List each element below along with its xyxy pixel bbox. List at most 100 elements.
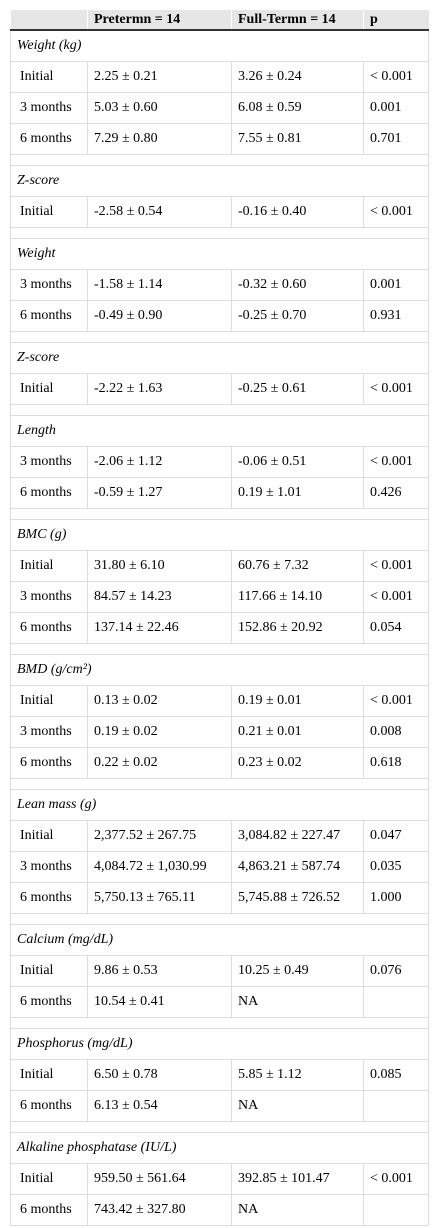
cell: -0.25 ± 0.70 — [231, 300, 364, 332]
section-title: Z-score — [10, 165, 429, 197]
cell: 5,745.88 ± 726.52 — [231, 882, 364, 914]
header-cell: p — [363, 10, 429, 31]
cell: < 0.001 — [363, 685, 429, 717]
section-row: Phosphorus (mg/dL) — [10, 1028, 429, 1060]
data-row: 6 months -0.49 ± 0.90 -0.25 ± 0.70 0.931 — [10, 300, 429, 332]
cell: 3 months — [10, 446, 88, 478]
data-row: 6 months 10.54 ± 0.41 NA — [10, 986, 429, 1018]
cell: Initial — [10, 820, 88, 852]
cell: 6 months — [10, 300, 88, 332]
cell: 0.001 — [363, 269, 429, 301]
data-row: 6 months 7.29 ± 0.80 7.55 ± 0.81 0.701 — [10, 123, 429, 155]
cell: < 0.001 — [363, 61, 429, 93]
cell: -0.16 ± 0.40 — [231, 196, 364, 228]
spacer-cell — [10, 404, 429, 416]
cell: 4,863.21 ± 587.74 — [231, 851, 364, 883]
cell: 117.66 ± 14.10 — [231, 581, 364, 613]
data-row: Initial 959.50 ± 561.64 392.85 ± 101.47 < 0… — [10, 1163, 429, 1195]
cell: 3 months — [10, 851, 88, 883]
data-row: 6 months 6.13 ± 0.54 NA — [10, 1090, 429, 1122]
cell: Initial — [10, 955, 88, 987]
section-title: BMD (g/cm²) — [10, 654, 429, 686]
cell: 137.14 ± 22.46 — [87, 612, 232, 644]
section-row: Weight (kg) — [10, 29, 429, 62]
cell: 7.29 ± 0.80 — [87, 123, 232, 155]
cell: Initial — [10, 550, 88, 582]
cell: 6 months — [10, 123, 88, 155]
section-title: Weight — [10, 238, 429, 270]
data-row: 6 months 0.22 ± 0.02 0.23 ± 0.02 0.618 — [10, 747, 429, 779]
cell: Initial — [10, 373, 88, 405]
cell: 0.19 ± 0.02 — [87, 716, 232, 748]
section-row: Weight — [10, 238, 429, 270]
section-title: Length — [10, 415, 429, 447]
cell: 3,084.82 ± 227.47 — [231, 820, 364, 852]
data-row: Initial 2,377.52 ± 267.75 3,084.82 ± 227.4… — [10, 820, 429, 852]
results-table: Pretermn = 14 Full-Termn = 14 p Weight (… — [10, 10, 429, 1226]
cell: 3 months — [10, 269, 88, 301]
data-row: 6 months -0.59 ± 1.27 0.19 ± 1.01 0.426 — [10, 477, 429, 509]
cell: 0.426 — [363, 477, 429, 509]
cell: -0.32 ± 0.60 — [231, 269, 364, 301]
section-title: BMC (g) — [10, 519, 429, 551]
cell: NA — [231, 1194, 364, 1226]
spacer-cell — [10, 1017, 429, 1029]
cell: < 0.001 — [363, 550, 429, 582]
cell: < 0.001 — [363, 581, 429, 613]
cell: -2.58 ± 0.54 — [87, 196, 232, 228]
cell: 5,750.13 ± 765.11 — [87, 882, 232, 914]
cell: 152.86 ± 20.92 — [231, 612, 364, 644]
cell: 9.86 ± 0.53 — [87, 955, 232, 987]
cell: -0.59 ± 1.27 — [87, 477, 232, 509]
cell: 0.085 — [363, 1059, 429, 1091]
cell: 6 months — [10, 612, 88, 644]
cell: 3 months — [10, 581, 88, 613]
data-row: 6 months 5,750.13 ± 765.11 5,745.88 ± 726.… — [10, 882, 429, 914]
cell: Initial — [10, 61, 88, 93]
cell: 0.19 ± 0.01 — [231, 685, 364, 717]
cell: 6 months — [10, 986, 88, 1018]
cell — [363, 1194, 429, 1226]
cell: 0.035 — [363, 851, 429, 883]
cell: 0.23 ± 0.02 — [231, 747, 364, 779]
data-row: Initial 0.13 ± 0.02 0.19 ± 0.01 < 0.001 — [10, 685, 429, 717]
spacer-cell — [10, 1121, 429, 1133]
spacer-row — [10, 778, 429, 790]
cell: 0.701 — [363, 123, 429, 155]
spacer-row — [10, 227, 429, 239]
cell: 959.50 ± 561.64 — [87, 1163, 232, 1195]
section-row: Lean mass (g) — [10, 789, 429, 821]
section-title: Weight (kg) — [10, 29, 429, 62]
header-cell: Pretermn = 14 — [87, 10, 232, 31]
spacer-row — [10, 404, 429, 416]
cell: 743.42 ± 327.80 — [87, 1194, 232, 1226]
spacer-cell — [10, 154, 429, 166]
cell: -0.25 ± 0.61 — [231, 373, 364, 405]
cell: 2.25 ± 0.21 — [87, 61, 232, 93]
cell: Initial — [10, 1163, 88, 1195]
cell: 0.618 — [363, 747, 429, 779]
cell: -1.58 ± 1.14 — [87, 269, 232, 301]
cell: 60.76 ± 7.32 — [231, 550, 364, 582]
spacer-cell — [10, 643, 429, 655]
cell: 10.25 ± 0.49 — [231, 955, 364, 987]
cell: 6 months — [10, 1090, 88, 1122]
cell: 0.001 — [363, 92, 429, 124]
cell: 0.19 ± 1.01 — [231, 477, 364, 509]
cell: 6.13 ± 0.54 — [87, 1090, 232, 1122]
cell: NA — [231, 1090, 364, 1122]
cell: 6 months — [10, 477, 88, 509]
cell: < 0.001 — [363, 1163, 429, 1195]
table-body: Weight (kg) Initial 2.25 ± 0.21 3.26 ± 0.24… — [10, 29, 429, 1226]
data-row: 3 months -2.06 ± 1.12 -0.06 ± 0.51 < 0.001 — [10, 446, 429, 478]
cell: 3 months — [10, 92, 88, 124]
data-row: Initial -2.58 ± 0.54 -0.16 ± 0.40 < 0.001 — [10, 196, 429, 228]
cell: 3.26 ± 0.24 — [231, 61, 364, 93]
data-row: Initial 31.80 ± 6.10 60.76 ± 7.32 < 0.001 — [10, 550, 429, 582]
section-row: Z-score — [10, 342, 429, 374]
cell: -0.49 ± 0.90 — [87, 300, 232, 332]
cell: 31.80 ± 6.10 — [87, 550, 232, 582]
cell: 1.000 — [363, 882, 429, 914]
section-title: Calcium (mg/dL) — [10, 924, 429, 956]
section-row: Z-score — [10, 165, 429, 197]
